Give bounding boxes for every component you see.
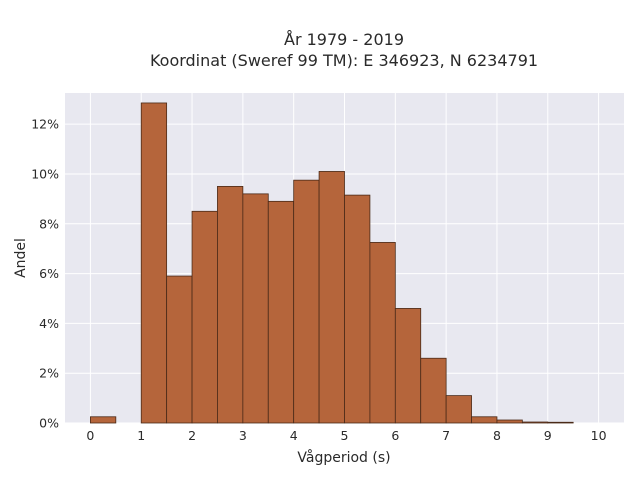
histogram-bar <box>166 275 193 424</box>
x-tick-label: 9 <box>544 428 552 443</box>
x-axis-label: Vågperiod (s) <box>297 449 390 466</box>
histogram-bar <box>191 210 218 424</box>
histogram-bar <box>496 419 523 424</box>
histogram-bar <box>344 194 371 424</box>
histogram-bar <box>420 357 447 424</box>
histogram-bar <box>521 421 549 424</box>
histogram-bar <box>140 102 168 424</box>
x-tick-label: 10 <box>591 428 607 443</box>
bars <box>90 102 574 424</box>
histogram-bar <box>90 416 117 424</box>
chart-subtitle: Koordinat (Sweref 99 TM): E 346923, N 62… <box>150 51 538 70</box>
y-tick-label: 6% <box>39 266 59 281</box>
histogram-bar <box>242 193 269 424</box>
x-tick-label: 5 <box>341 428 349 443</box>
x-tick-label: 7 <box>442 428 450 443</box>
y-ticks: 0% 2% 4% 6% 8% 10% 12% <box>31 117 59 431</box>
y-tick-label: 12% <box>31 117 59 132</box>
histogram-bar <box>267 200 295 424</box>
histogram-bar <box>369 242 396 424</box>
histogram-bar <box>547 421 574 424</box>
x-ticks: 0 1 2 3 4 5 6 7 8 9 10 <box>86 428 606 443</box>
y-tick-label: 4% <box>39 316 59 331</box>
x-tick-label: 3 <box>239 428 247 443</box>
y-tick-label: 2% <box>39 366 59 381</box>
y-tick-label: 0% <box>39 416 59 431</box>
histogram-bar <box>293 179 320 424</box>
x-tick-label: 4 <box>290 428 298 443</box>
chart-title: År 1979 - 2019 <box>284 30 404 49</box>
x-tick-label: 2 <box>188 428 196 443</box>
histogram-bar <box>394 308 422 424</box>
y-axis-label: Andel <box>13 238 29 278</box>
y-tick-label: 8% <box>39 216 59 231</box>
x-tick-label: 0 <box>86 428 94 443</box>
x-tick-label: 8 <box>493 428 501 443</box>
histogram-bar <box>471 416 498 424</box>
x-tick-label: 6 <box>391 428 399 443</box>
histogram-bar <box>445 395 472 424</box>
histogram-bar <box>217 185 244 424</box>
y-tick-label: 10% <box>31 166 59 181</box>
histogram-bar <box>318 171 345 424</box>
x-tick-label: 1 <box>137 428 145 443</box>
